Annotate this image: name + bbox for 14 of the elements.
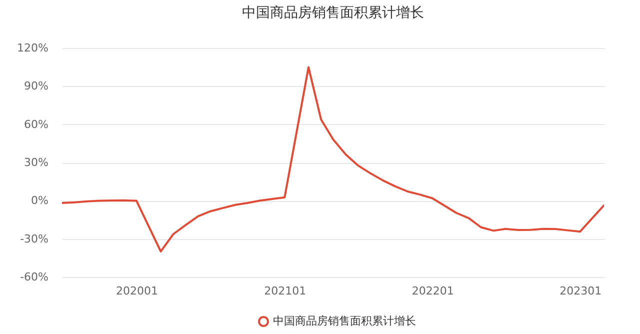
y-tick-label: 90% [24, 80, 48, 93]
x-tick-label: 202001 [116, 284, 158, 298]
y-tick-label: 120% [17, 42, 48, 54]
chart-title: 中国商品房销售面积累计增长 [242, 5, 424, 21]
y-tick-label: -60% [20, 270, 48, 284]
y-tick-label: 60% [24, 118, 48, 131]
legend-label: 中国商品房销售面积累计增长 [273, 314, 416, 328]
y-tick-label: 0% [31, 194, 48, 208]
x-tick-label: 202201 [412, 284, 454, 298]
x-tick-label: 202101 [264, 284, 306, 298]
line-series [62, 66, 604, 252]
x-tick-label: 202301 [560, 284, 602, 298]
y-tick-label: 30% [24, 156, 48, 169]
y-tick-label: -30% [20, 232, 48, 246]
